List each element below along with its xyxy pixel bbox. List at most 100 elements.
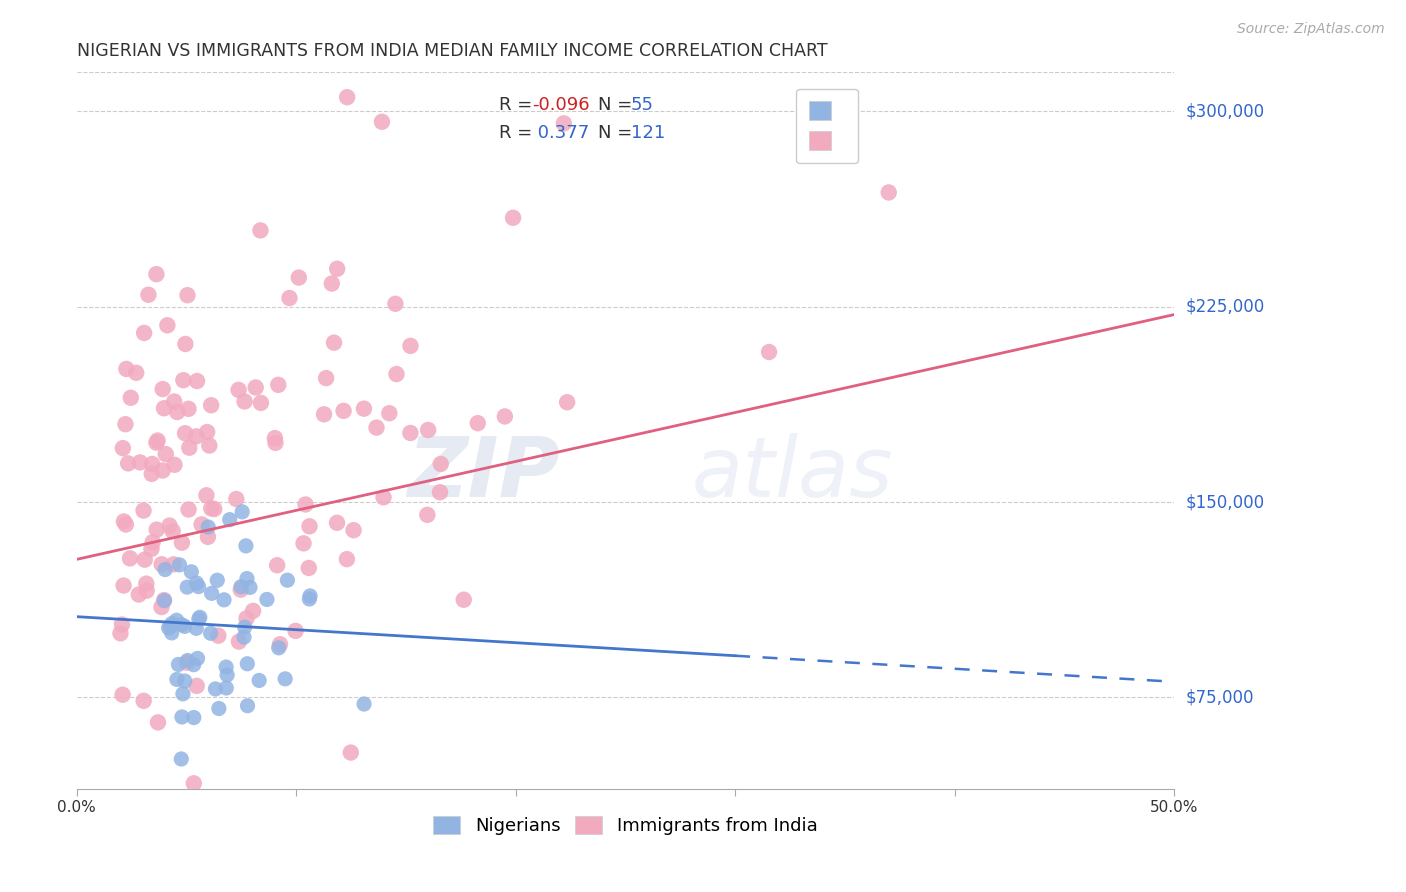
Point [153, 401, 176, 416]
Point [186, 576, 208, 591]
Point [278, 291, 301, 305]
Point [264, 436, 287, 450]
Point [299, 589, 322, 603]
Point [153, 593, 176, 607]
Point [138, 287, 160, 301]
Point [366, 420, 388, 434]
Text: $150,000: $150,000 [1185, 493, 1264, 511]
Point [555, 395, 578, 409]
Text: N =: N = [598, 124, 633, 143]
Text: NIGERIAN VS IMMIGRANTS FROM INDIA MEDIAN FAMILY INCOME CORRELATION CHART: NIGERIAN VS IMMIGRANTS FROM INDIA MEDIAN… [76, 42, 827, 60]
Point [141, 541, 163, 556]
Point [292, 536, 315, 550]
Point [229, 580, 252, 594]
Text: -0.096: -0.096 [531, 95, 589, 113]
Point [201, 586, 224, 600]
Point [186, 621, 208, 635]
Point [416, 508, 439, 522]
Point [195, 425, 218, 439]
Point [172, 373, 194, 387]
Point [173, 619, 195, 633]
Point [159, 620, 181, 634]
Point [298, 592, 321, 607]
Point [152, 382, 174, 396]
Point [176, 580, 198, 594]
Point [179, 441, 201, 455]
Text: $300,000: $300,000 [1185, 103, 1264, 120]
Point [157, 621, 180, 635]
Point [267, 377, 290, 392]
Point [190, 517, 212, 532]
Point [332, 404, 354, 418]
Point [245, 380, 267, 394]
Point [156, 318, 179, 333]
Point [384, 297, 406, 311]
Point [135, 576, 157, 591]
Point [155, 447, 177, 461]
Point [502, 211, 524, 225]
Point [877, 186, 900, 200]
Point [323, 335, 346, 350]
Point [112, 578, 135, 592]
Point [187, 612, 209, 626]
Point [186, 651, 208, 665]
Point [336, 90, 359, 104]
Point [217, 668, 239, 682]
Point [146, 434, 169, 448]
Point [371, 115, 394, 129]
Point [150, 600, 173, 615]
Point [288, 270, 311, 285]
Point [177, 401, 200, 416]
Point [180, 565, 202, 579]
Point [239, 581, 262, 595]
Point [233, 620, 256, 634]
Point [418, 423, 440, 437]
Point [186, 429, 208, 443]
Point [233, 394, 256, 409]
Text: N =: N = [598, 95, 633, 113]
Point [235, 611, 257, 625]
Point [312, 407, 335, 421]
Point [120, 391, 142, 405]
Point [218, 513, 240, 527]
Point [166, 405, 188, 419]
Point [135, 583, 157, 598]
Point [274, 672, 297, 686]
Point [231, 505, 253, 519]
Point [163, 558, 186, 572]
Point [110, 626, 132, 640]
Legend: Nigerians, Immigrants from India: Nigerians, Immigrants from India [425, 806, 827, 844]
Point [170, 535, 193, 549]
Point [188, 610, 211, 624]
Point [269, 637, 291, 651]
Point [145, 435, 167, 450]
Point [160, 616, 183, 631]
Point [315, 371, 337, 385]
Point [198, 438, 221, 452]
Point [236, 657, 259, 671]
Point [197, 520, 219, 534]
Point [264, 431, 287, 445]
Point [176, 656, 198, 670]
Point [187, 580, 209, 594]
Point [200, 501, 222, 516]
Point [162, 524, 184, 538]
Point [249, 223, 271, 237]
Point [118, 551, 141, 566]
Point [339, 746, 361, 760]
Text: $225,000: $225,000 [1185, 298, 1264, 316]
Point [202, 502, 225, 516]
Point [229, 582, 252, 597]
Point [429, 485, 451, 500]
Point [150, 558, 173, 572]
Point [167, 657, 190, 672]
Point [132, 503, 155, 517]
Point [172, 687, 194, 701]
Point [225, 491, 247, 506]
Point [298, 519, 321, 533]
Text: R =: R = [499, 95, 533, 113]
Point [170, 710, 193, 724]
Point [153, 562, 176, 576]
Point [145, 523, 167, 537]
Point [429, 457, 451, 471]
